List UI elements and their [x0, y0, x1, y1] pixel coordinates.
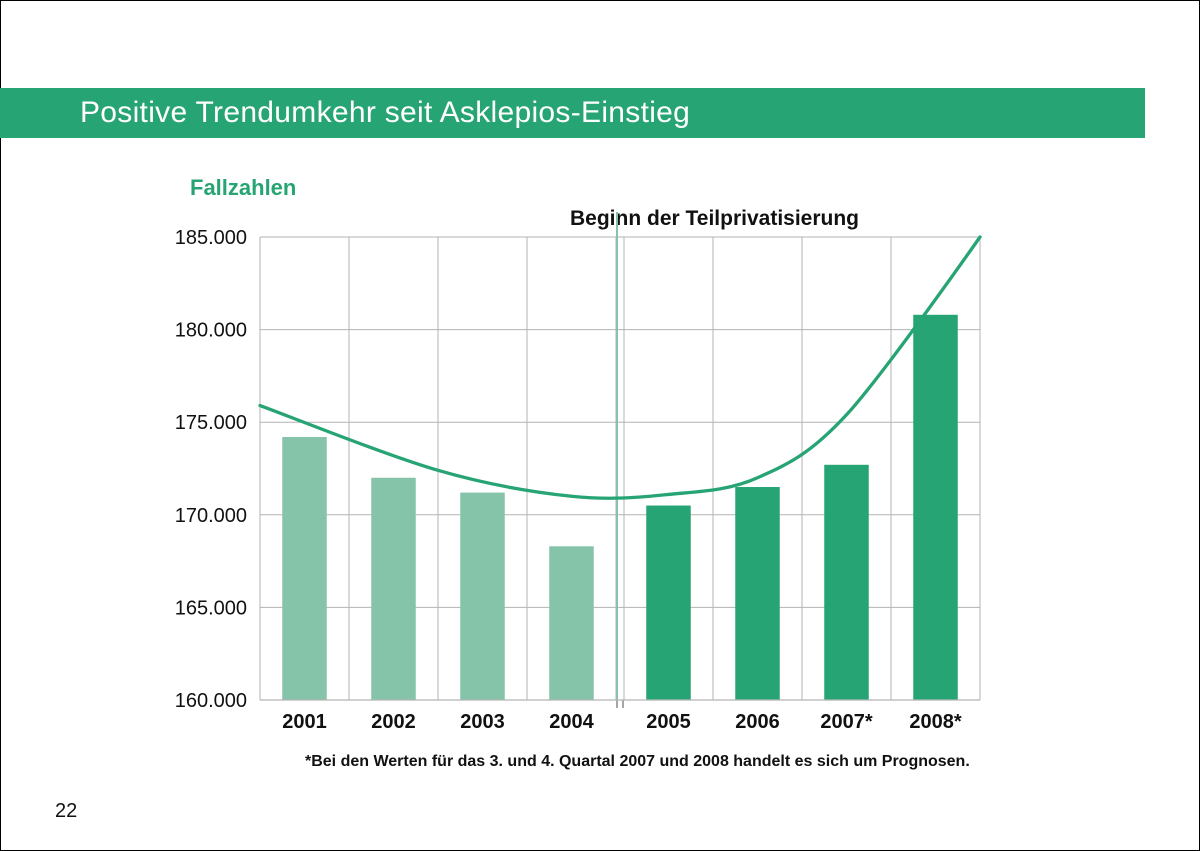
trend-line — [260, 237, 980, 498]
bar — [282, 437, 327, 700]
bar — [913, 315, 958, 700]
page-number: 22 — [55, 800, 77, 823]
x-tick-label: 2004 — [549, 711, 594, 733]
x-tick-label: 2002 — [371, 711, 416, 733]
bar — [460, 493, 505, 700]
y-tick-label: 160.000 — [175, 690, 247, 712]
x-tick-label: 2007* — [820, 711, 872, 733]
y-tick-label: 170.000 — [175, 505, 247, 527]
page-title: Positive Trendumkehr seit Asklepios-Eins… — [80, 96, 690, 130]
x-tick-label: 2008* — [909, 711, 961, 733]
bar-chart: 160.000 165.000 170.000 175.000 180.000 185.0… — [170, 212, 990, 745]
y-tick-label: 180.000 — [175, 320, 247, 342]
bar — [646, 506, 691, 700]
bar — [735, 487, 780, 700]
footnote: *Bei den Werten für das 3. und 4. Quarta… — [305, 753, 970, 771]
chart-subtitle: Fallzahlen — [190, 175, 296, 201]
bar — [824, 465, 869, 700]
x-tick-label: 2003 — [460, 711, 505, 733]
y-tick-label: 165.000 — [175, 597, 247, 619]
y-tick-label: 175.000 — [175, 412, 247, 434]
x-tick-label: 2006 — [735, 711, 780, 733]
bar — [549, 546, 594, 700]
y-tick-label: 185.000 — [175, 227, 247, 249]
title-bar: Positive Trendumkehr seit Asklepios-Eins… — [0, 88, 1145, 138]
x-tick-label: 2001 — [282, 711, 327, 733]
bar — [371, 478, 416, 700]
x-tick-label: 2005 — [646, 711, 691, 733]
chart-area: 160.000 165.000 170.000 175.000 180.000 185.0… — [170, 212, 990, 745]
